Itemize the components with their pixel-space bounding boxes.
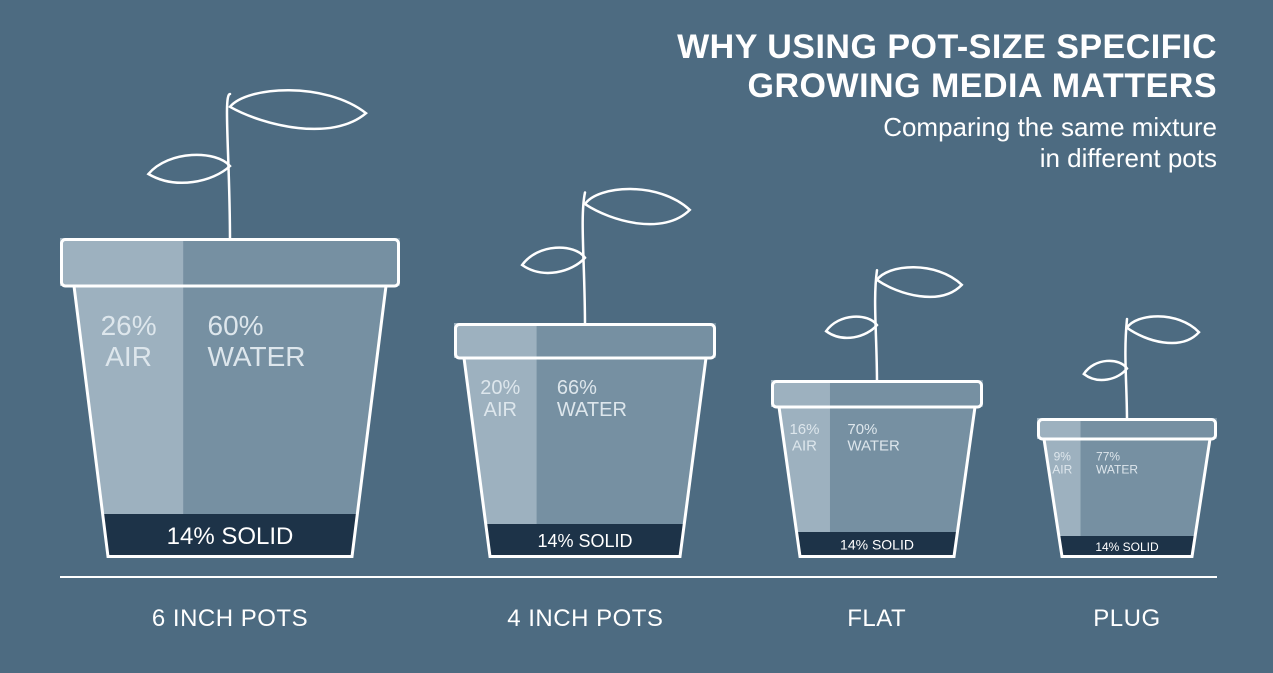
rim-air2 (454, 323, 537, 358)
pot-svg: 16% AIR 70% WATER 14% SOLID (771, 258, 983, 558)
water-pct: 77% (1096, 449, 1120, 463)
pot-label-1: 4 INCH POTS (454, 605, 716, 633)
pot-0: 26% AIR 60% WATER 14% SOLID (60, 78, 400, 558)
water-pct: 66% (557, 377, 597, 399)
air-label: AIR (484, 399, 517, 421)
air-pct: 9% (1054, 449, 1072, 463)
pot-label-3: PLUG (1037, 605, 1217, 633)
solid-text: 14% SOLID (167, 523, 294, 550)
pot-label-2: FLAT (771, 605, 983, 633)
air-label: AIR (792, 438, 817, 455)
water-label: WATER (557, 399, 627, 421)
rim-air2 (1037, 418, 1081, 439)
pot-3: 9% AIR 77% WATER 14% SOLID (1037, 308, 1217, 558)
pot-svg: 9% AIR 77% WATER 14% SOLID (1037, 308, 1217, 558)
rim-air2 (771, 380, 830, 407)
sprout-icon (148, 90, 366, 242)
sprout-icon (522, 189, 690, 327)
title-line1: WHY USING POT-SIZE SPECIFIC (677, 28, 1217, 66)
divider-line (60, 576, 1217, 578)
air-pct: 16% (789, 421, 819, 438)
air-pct: 26% (101, 310, 157, 341)
water-label: WATER (208, 341, 306, 372)
sprout-icon (826, 267, 962, 384)
pot-1: 20% AIR 66% WATER 14% SOLID (454, 178, 716, 558)
solid-text: 14% SOLID (840, 537, 914, 553)
labels-row: 6 INCH POTS 4 INCH POTS FLAT PLUG (60, 605, 1217, 633)
solid-text: 14% SOLID (1095, 540, 1159, 554)
pot-svg: 20% AIR 66% WATER 14% SOLID (454, 178, 716, 558)
water-pct: 60% (208, 310, 264, 341)
air-label: AIR (105, 341, 152, 372)
pots-row: 26% AIR 60% WATER 14% SOLID 20% AIR 6 (60, 78, 1217, 558)
sprout-icon (1084, 316, 1199, 422)
air-pct: 20% (481, 377, 521, 399)
water-pct: 70% (847, 421, 877, 438)
water-label: WATER (1096, 463, 1138, 477)
water-label: WATER (847, 438, 900, 455)
pot-label-0: 6 INCH POTS (60, 605, 400, 633)
pot-svg: 26% AIR 60% WATER 14% SOLID (60, 78, 400, 558)
rim-air2 (60, 238, 183, 286)
air-label: AIR (1052, 463, 1072, 477)
solid-text: 14% SOLID (538, 531, 633, 551)
pot-2: 16% AIR 70% WATER 14% SOLID (771, 258, 983, 558)
